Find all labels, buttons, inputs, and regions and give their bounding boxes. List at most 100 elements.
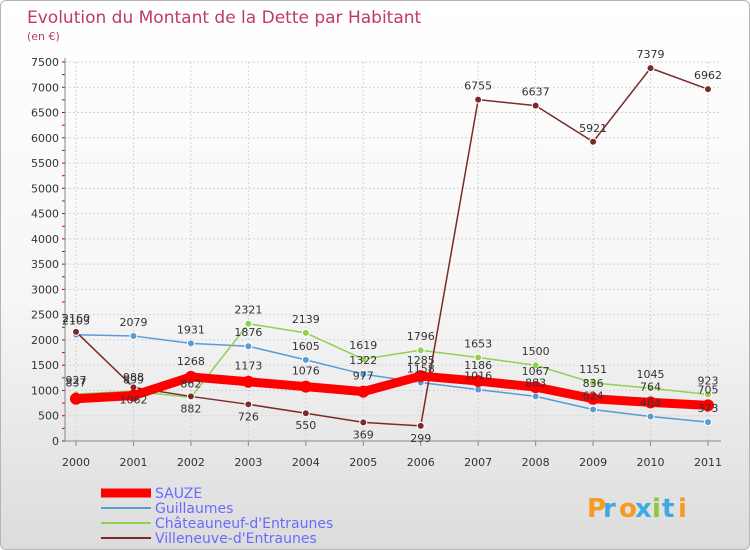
series-point (704, 85, 712, 94)
chart-title: Evolution du Montant de la Dette par Hab… (27, 8, 422, 28)
series-point (299, 380, 312, 393)
data-label: 484 (640, 397, 661, 410)
series-point (589, 137, 598, 146)
series-point (186, 339, 195, 348)
series-point (301, 355, 310, 364)
series-point (359, 355, 368, 364)
y-tick-label: 3500 (31, 258, 59, 271)
data-label: 1500 (522, 345, 550, 358)
x-tick-label: 2002 (177, 456, 205, 469)
series-point (646, 64, 655, 73)
data-label: 837 (66, 377, 87, 390)
y-tick-label: 4500 (31, 208, 59, 221)
legend-label: SAUZE (155, 486, 202, 502)
data-label: 2139 (292, 313, 320, 326)
data-label: 764 (640, 380, 661, 393)
data-label: 373 (698, 402, 719, 415)
x-tick-label: 2001 (119, 456, 147, 469)
series-point (587, 392, 600, 405)
data-label: 299 (410, 432, 431, 445)
data-label: 836 (583, 377, 604, 390)
series-point (702, 399, 714, 412)
data-label: 1605 (292, 340, 320, 353)
data-label: 5921 (579, 122, 607, 135)
series (70, 64, 714, 430)
logo-letter: r (603, 494, 616, 524)
y-tick-label: 500 (38, 410, 59, 423)
data-label: 726 (238, 410, 259, 423)
grid (65, 61, 721, 442)
x-tick-label: 2011 (694, 456, 722, 469)
series-point (244, 319, 253, 328)
series-point (704, 418, 712, 427)
data-label: 1876 (234, 326, 262, 339)
data-label: 1285 (407, 354, 435, 367)
series-point (416, 346, 425, 355)
series-point (244, 342, 253, 351)
x-tick-label: 2007 (464, 456, 492, 469)
data-label: 7379 (637, 48, 665, 61)
data-label: 1322 (349, 354, 377, 367)
data-label: 862 (180, 377, 201, 390)
series-point (416, 421, 425, 430)
data-label: 899 (123, 374, 144, 387)
series-point (359, 418, 368, 427)
data-labels: 837 899 1268 1173 1076 977 1285 1186 1067 836 764 7… (62, 48, 722, 445)
y-tick-label: 7000 (31, 81, 59, 94)
data-label: 1076 (292, 365, 320, 378)
series-point (704, 390, 712, 399)
x-tick-label: 2006 (407, 456, 435, 469)
data-label: 2321 (234, 304, 262, 317)
series-point (301, 328, 310, 337)
data-label: 1151 (579, 363, 607, 376)
x-tick-label: 2003 (234, 456, 262, 469)
data-label: 1268 (177, 355, 205, 368)
data-label: 624 (583, 389, 604, 402)
data-label: 2103 (62, 315, 90, 328)
x-tick-label: 2000 (62, 456, 90, 469)
series-point (472, 375, 485, 388)
data-label: 1067 (522, 365, 550, 378)
series-point (531, 101, 540, 110)
x-tick-label: 2009 (579, 456, 607, 469)
data-label: 2160 (62, 312, 90, 325)
data-label: 1173 (234, 360, 262, 373)
series-point (301, 409, 310, 418)
chart-subtitle: (en €) (27, 30, 60, 43)
data-label: 883 (525, 376, 546, 389)
series-point (531, 361, 540, 370)
series-point (357, 385, 370, 398)
y-tick-label: 2000 (31, 334, 59, 347)
y-tick-label: 7500 (31, 56, 59, 69)
series-point (589, 405, 598, 414)
data-label: 2079 (119, 316, 147, 329)
series-point (474, 385, 483, 394)
data-label: 1619 (349, 339, 377, 352)
legend: SAUZEGuillaumesChâteauneuf-d'EntraunesVi… (101, 486, 333, 547)
data-label: 550 (295, 419, 316, 432)
data-label: 1796 (407, 330, 435, 343)
y-tick-label: 0 (52, 435, 59, 448)
series-point (644, 396, 657, 409)
series-point (72, 327, 80, 336)
series-point (129, 331, 138, 340)
series-point (531, 392, 540, 401)
y-tick-label: 1000 (31, 384, 59, 397)
series-point (414, 370, 427, 383)
series-point (186, 392, 195, 401)
series-point (529, 381, 542, 394)
series-point (474, 353, 483, 362)
series-point (70, 392, 82, 405)
data-label: 705 (698, 383, 719, 396)
x-tick-label: 2008 (522, 456, 550, 469)
series-line-2 (75, 322, 709, 399)
axes: 0 500 1000 1500 2000 2500 3000 3500 4000 4500 5000… (31, 56, 722, 469)
series-point (474, 95, 483, 104)
proxiti-logo: Pr ox i t i (587, 494, 687, 524)
logo-letter: i (652, 494, 661, 524)
series-line-0 (71, 371, 713, 410)
data-label: 1653 (464, 337, 492, 350)
series-line-1 (75, 333, 709, 423)
data-label: 923 (698, 374, 719, 387)
